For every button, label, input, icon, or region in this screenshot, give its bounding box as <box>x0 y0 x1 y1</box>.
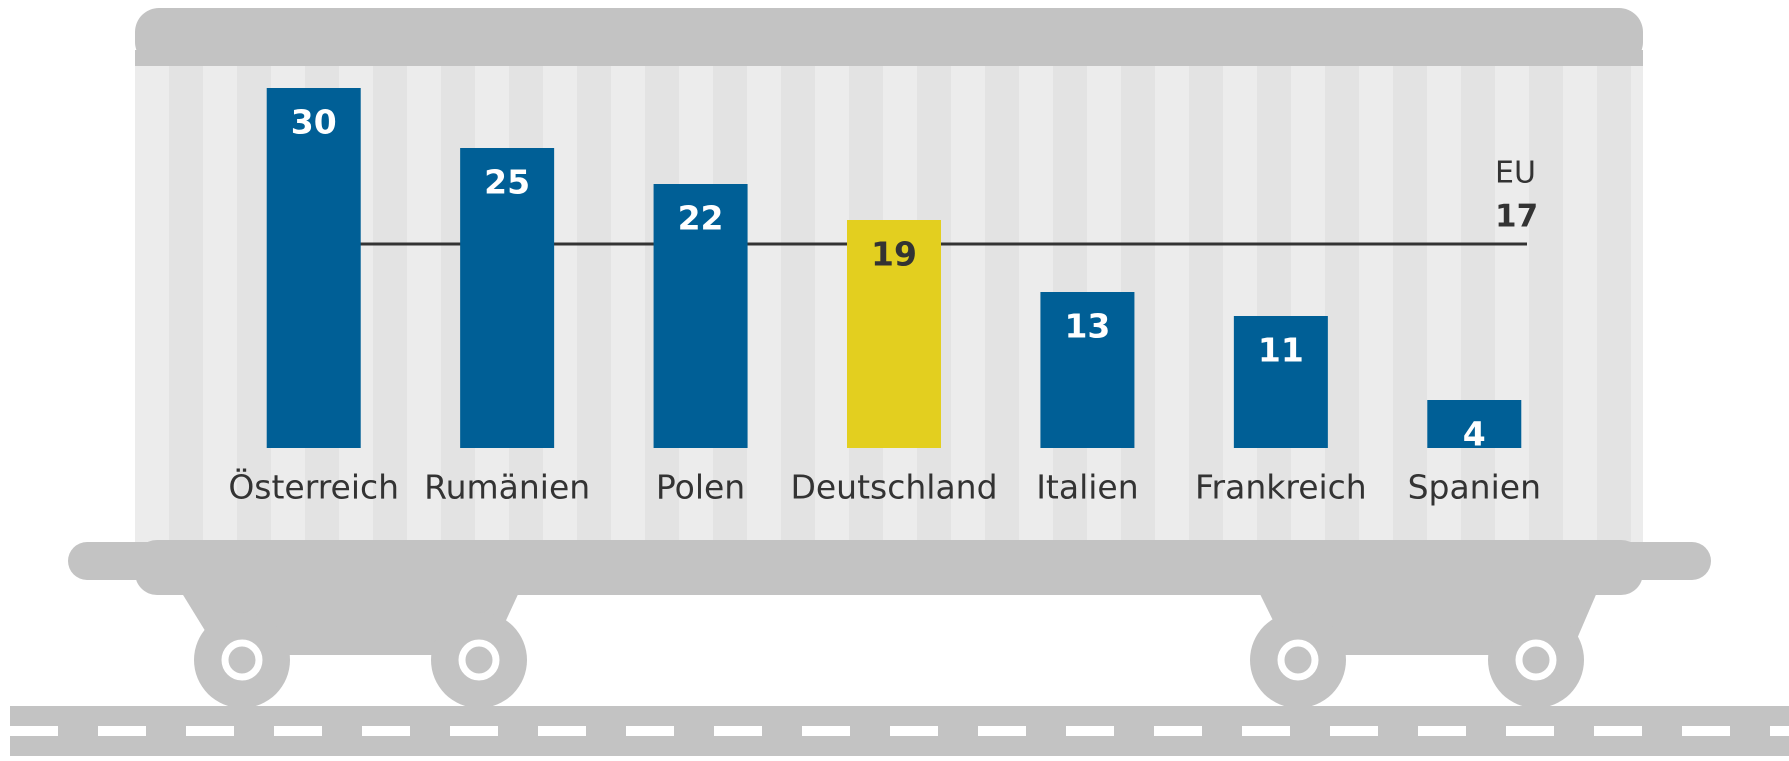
reference-value: 17 <box>1495 199 1538 235</box>
reference-label: EU <box>1495 156 1536 191</box>
chart: EU 17 30 Österreich 25 Rumänien 22 Polen 19 Deuts… <box>0 0 1789 757</box>
value-label: 11 <box>1258 331 1304 370</box>
category-label: Rumänien <box>424 468 590 507</box>
value-label: 13 <box>1064 307 1110 346</box>
value-label: 25 <box>484 163 530 202</box>
page: {"chart_data": {"type": "bar", "categori… <box>0 0 1789 757</box>
value-label: 22 <box>678 199 724 238</box>
category-label: Deutschland <box>790 468 997 507</box>
value-label: 4 <box>1463 415 1486 454</box>
value-label: 19 <box>871 235 917 274</box>
category-label: Polen <box>656 468 745 507</box>
category-label: Frankreich <box>1195 468 1367 507</box>
category-label: Österreich <box>228 467 399 507</box>
category-label: Spanien <box>1408 468 1541 507</box>
value-label: 30 <box>291 103 337 142</box>
bar <box>267 88 361 448</box>
category-label: Italien <box>1036 468 1138 507</box>
